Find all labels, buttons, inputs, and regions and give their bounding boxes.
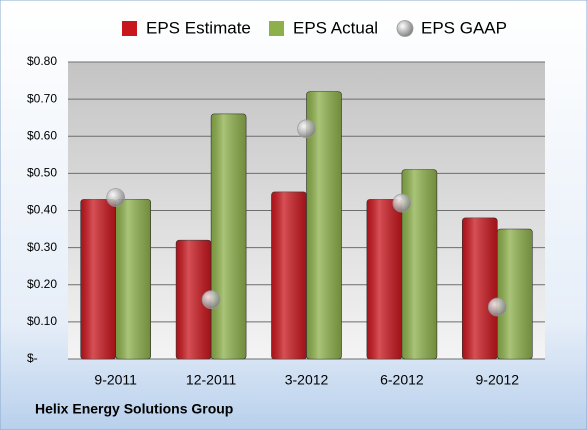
legend-label: EPS Estimate [146, 18, 251, 37]
bar-shine [401, 169, 437, 359]
marker [106, 188, 126, 207]
y-tick-label: $0.60 [27, 128, 57, 142]
x-tick-label: 9-2012 [476, 372, 520, 388]
legend-label: EPS Actual [293, 18, 378, 37]
x-tick-label: 3-2012 [285, 372, 329, 388]
chart-title: Helix Energy Solutions Group [35, 401, 233, 417]
bar-shine [115, 199, 151, 359]
legend-label: EPS GAAP [421, 18, 507, 37]
bar-shine [271, 191, 307, 359]
y-tick-label: $0.50 [27, 166, 57, 180]
y-tick-label: $- [27, 351, 38, 365]
bar-shine [80, 199, 116, 359]
x-tick-label: 6-2012 [380, 372, 424, 388]
marker [201, 290, 221, 310]
legend-swatch [396, 20, 414, 37]
legend-swatch [122, 21, 137, 36]
x-tick-label: 9-2011 [94, 372, 137, 388]
marker [392, 193, 412, 213]
bar-shine [306, 91, 342, 359]
y-tick-label: $0.20 [27, 277, 57, 291]
y-tick-label: $0.40 [27, 203, 57, 217]
y-tick-label: $0.10 [27, 314, 57, 328]
bar-shine [497, 229, 533, 359]
y-tick-label: $0.30 [27, 240, 57, 254]
bar-shine [462, 217, 498, 359]
legend-swatch [269, 21, 284, 36]
marker [487, 297, 507, 317]
bar-shine [176, 240, 212, 359]
bar-shine [366, 199, 402, 359]
bar-shine [211, 113, 247, 359]
y-tick-label: $0.70 [27, 91, 57, 105]
x-tick-label: 12-2011 [186, 372, 237, 388]
y-tick-label: $0.80 [27, 54, 57, 68]
marker [297, 119, 316, 139]
